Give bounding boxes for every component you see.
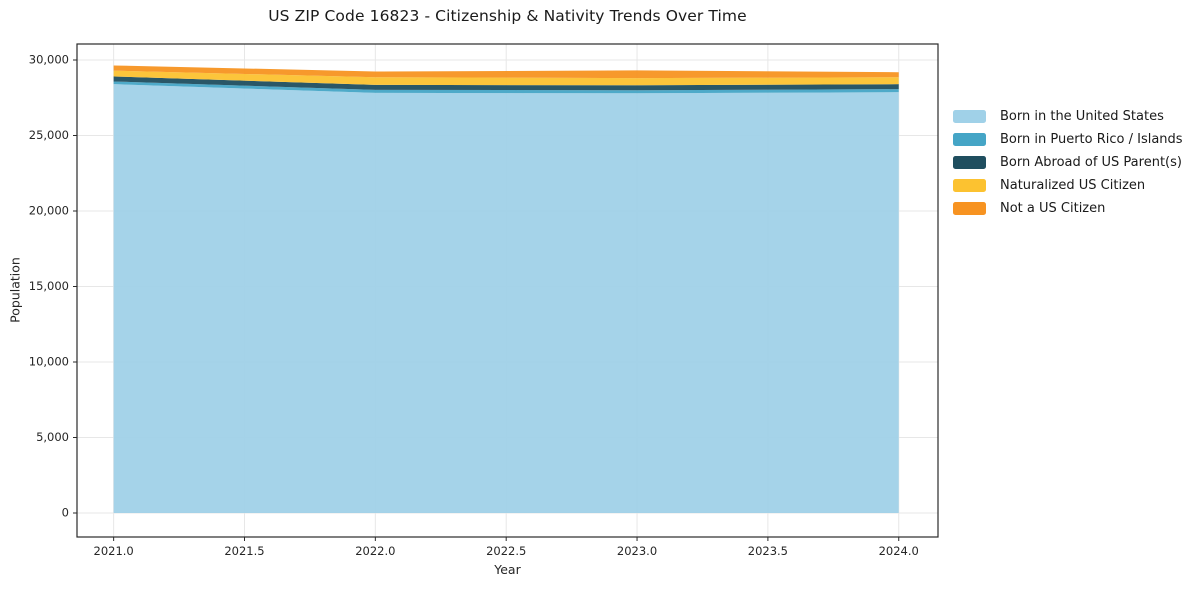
area-series-4 bbox=[113, 65, 899, 79]
legend-item: Naturalized US Citizen bbox=[953, 174, 1183, 197]
area-series-1 bbox=[113, 81, 899, 94]
area-series-0 bbox=[113, 84, 899, 513]
x-tick-label: 2022.0 bbox=[355, 544, 395, 558]
area-series-3 bbox=[113, 70, 899, 86]
y-tick-label: 30,000 bbox=[29, 53, 69, 67]
legend-swatch bbox=[953, 156, 986, 169]
x-tick-label: 2021.5 bbox=[224, 544, 264, 558]
legend-label: Not a US Citizen bbox=[1000, 201, 1106, 216]
legend-label: Born in Puerto Rico / Islands bbox=[1000, 132, 1183, 147]
x-tick-label: 2023.0 bbox=[617, 544, 657, 558]
y-tick-label: 20,000 bbox=[29, 204, 69, 218]
legend-label: Naturalized US Citizen bbox=[1000, 178, 1146, 193]
x-axis-label: Year bbox=[494, 562, 521, 577]
plot-border bbox=[76, 43, 939, 538]
legend-label: Born in the United States bbox=[1000, 109, 1164, 124]
y-tick-label: 25,000 bbox=[29, 128, 69, 142]
x-tick-label: 2024.0 bbox=[879, 544, 919, 558]
legend-swatch bbox=[953, 179, 986, 192]
legend-swatch bbox=[953, 202, 986, 215]
legend-swatch bbox=[953, 133, 986, 146]
x-tick-label: 2021.0 bbox=[94, 544, 134, 558]
y-tick-label: 10,000 bbox=[29, 355, 69, 369]
y-tick-label: 15,000 bbox=[29, 279, 69, 293]
legend-item: Born Abroad of US Parent(s) bbox=[953, 151, 1183, 174]
x-tick-label: 2022.5 bbox=[486, 544, 526, 558]
y-tick-label: 5,000 bbox=[36, 430, 69, 444]
legend-item: Born in the United States bbox=[953, 105, 1183, 128]
y-tick-label: 0 bbox=[62, 505, 69, 519]
area-series-2 bbox=[113, 76, 899, 91]
legend-item: Born in Puerto Rico / Islands bbox=[953, 128, 1183, 151]
chart-title: US ZIP Code 16823 - Citizenship & Nativi… bbox=[268, 7, 747, 25]
x-tick-label: 2023.5 bbox=[748, 544, 788, 558]
legend-item: Not a US Citizen bbox=[953, 197, 1183, 220]
legend-label: Born Abroad of US Parent(s) bbox=[1000, 155, 1182, 170]
legend-swatch bbox=[953, 110, 986, 123]
legend: Born in the United States Born in Puerto … bbox=[953, 105, 1183, 220]
